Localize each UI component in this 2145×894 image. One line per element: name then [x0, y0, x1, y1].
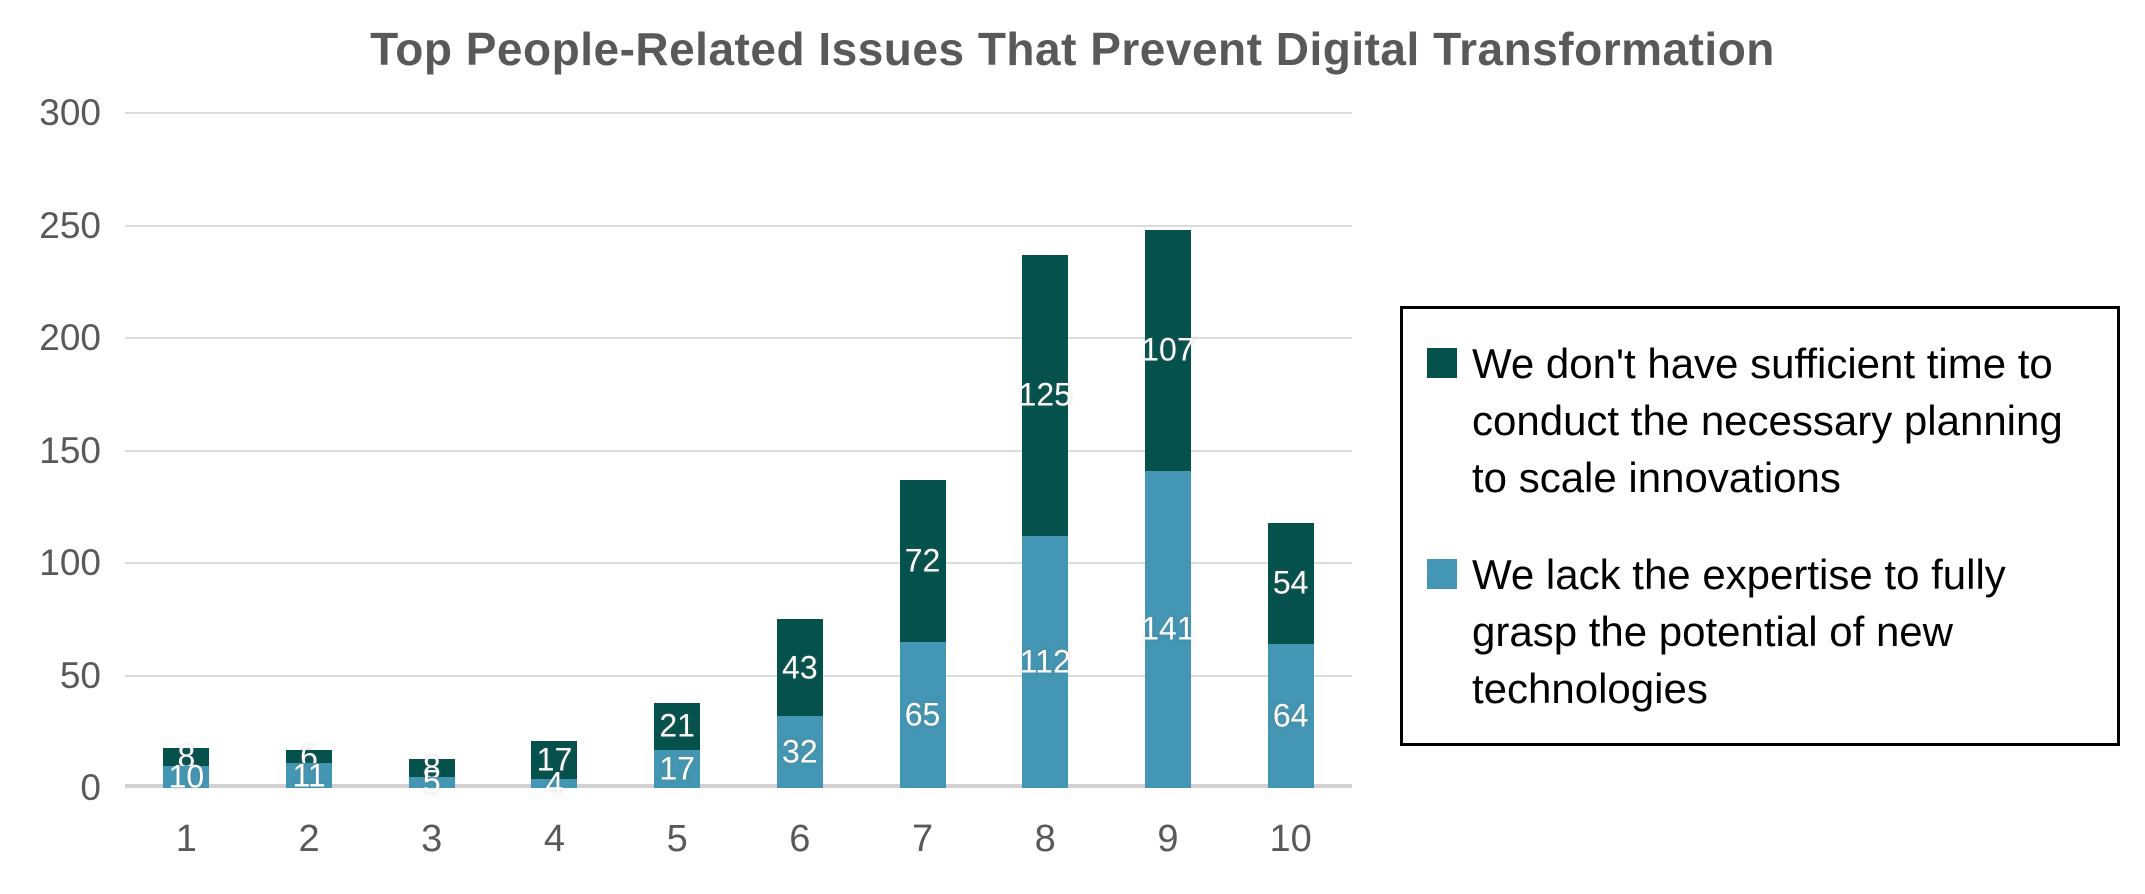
bar-group: 107 141	[1141, 230, 1195, 788]
segment-lack-expertise: 11	[286, 757, 333, 793]
plot-area: 0 50 100 150 200 250 300 8 10 1 6 11 2 8 5 3 17 4 4 21 17 5 43…	[39, 92, 1352, 860]
data-label: 11	[292, 757, 326, 794]
data-label: 141	[1141, 610, 1195, 647]
legend: We don't have sufficient time to conduct …	[1400, 306, 2120, 746]
segment-insufficient-time: 21	[654, 702, 701, 750]
x-tick-label: 4	[543, 818, 566, 860]
legend-marker-swatch	[1427, 559, 1457, 589]
data-label: 65	[904, 696, 941, 733]
y-tick-label: 100	[39, 542, 101, 583]
data-label: 43	[782, 649, 818, 686]
x-tick-label: 2	[298, 818, 320, 860]
x-axis-line	[125, 784, 1352, 788]
segment-insufficient-time: 107	[1141, 230, 1195, 471]
legend-item: We lack the expertise to fully grasp the …	[1427, 546, 2093, 717]
segment-insufficient-time: 17	[531, 740, 578, 779]
y-tick-label: 150	[39, 429, 101, 471]
x-tick-label: 3	[421, 818, 443, 860]
bar-group: 43 32	[776, 619, 823, 788]
segment-lack-expertise: 112	[1019, 536, 1071, 788]
segment-lack-expertise: 10	[163, 758, 210, 794]
gridline	[125, 674, 1352, 677]
bar-group: 54 64	[1267, 522, 1314, 788]
data-label: 32	[782, 733, 818, 770]
segment-lack-expertise: 4	[531, 765, 578, 801]
data-label: 54	[1272, 564, 1309, 601]
gridline	[125, 224, 1352, 227]
segment-insufficient-time: 72	[899, 479, 946, 642]
gridline	[125, 112, 1352, 114]
segment-insufficient-time: 54	[1267, 522, 1314, 644]
data-label: 8	[422, 749, 441, 786]
legend-marker-swatch	[1427, 348, 1457, 378]
legend-item-label: We don't have sufficient time to conduct …	[1472, 340, 2063, 501]
data-label: 4	[545, 765, 564, 801]
bar-group: 125 112	[1019, 254, 1072, 788]
data-label: 72	[904, 542, 941, 579]
segment-insufficient-time: 8	[408, 749, 455, 785]
data-label: 17	[536, 741, 573, 778]
y-tick-label: 50	[59, 654, 101, 696]
segment-lack-expertise: 64	[1267, 644, 1314, 788]
legend-item: We don't have sufficient time to conduct …	[1427, 335, 2093, 506]
segment-insufficient-time: 8	[163, 738, 210, 774]
chart-title: Top People-Related Issues That Prevent D…	[370, 23, 1775, 75]
data-label: 64	[1272, 697, 1309, 734]
bar-group: 6 11	[286, 738, 333, 793]
segment-lack-expertise: 5	[408, 764, 455, 800]
data-label: 10	[168, 758, 205, 795]
bar-group: 72 65	[899, 479, 946, 788]
data-label: 17	[659, 750, 695, 787]
segment-lack-expertise: 141	[1141, 470, 1195, 788]
bar-group: 21 17	[654, 702, 701, 788]
bar-group: 17 4	[531, 740, 578, 801]
data-label: 112	[1019, 643, 1071, 680]
segment-lack-expertise: 32	[776, 716, 823, 788]
data-label: 107	[1141, 331, 1195, 368]
x-tick-label: 9	[1157, 818, 1179, 860]
data-label: 21	[659, 707, 695, 744]
segment-insufficient-time: 125	[1019, 254, 1072, 536]
gridline	[125, 449, 1352, 452]
data-label: 5	[422, 763, 441, 800]
segment-lack-expertise: 17	[654, 749, 701, 788]
x-tick-label: 10	[1269, 818, 1312, 860]
x-tick-label: 1	[175, 818, 197, 860]
y-tick-label: 200	[39, 317, 101, 358]
x-tick-label: 6	[789, 818, 811, 860]
bar-group: 8 10	[163, 738, 210, 794]
data-label: 125	[1018, 376, 1072, 413]
y-tick-label: 300	[39, 92, 101, 133]
legend-item-label: We lack the expertise to fully grasp the …	[1472, 551, 2006, 712]
gridline	[125, 562, 1352, 564]
segment-insufficient-time: 43	[776, 619, 823, 716]
data-label: 8	[177, 738, 196, 774]
gridline	[125, 337, 1352, 339]
segment-lack-expertise: 65	[899, 641, 946, 788]
y-tick-label: 0	[80, 767, 101, 808]
x-tick-label: 8	[1034, 818, 1056, 860]
y-tick-label: 250	[39, 204, 101, 246]
x-tick-label: 5	[666, 818, 688, 860]
x-tick-label: 7	[911, 818, 934, 860]
